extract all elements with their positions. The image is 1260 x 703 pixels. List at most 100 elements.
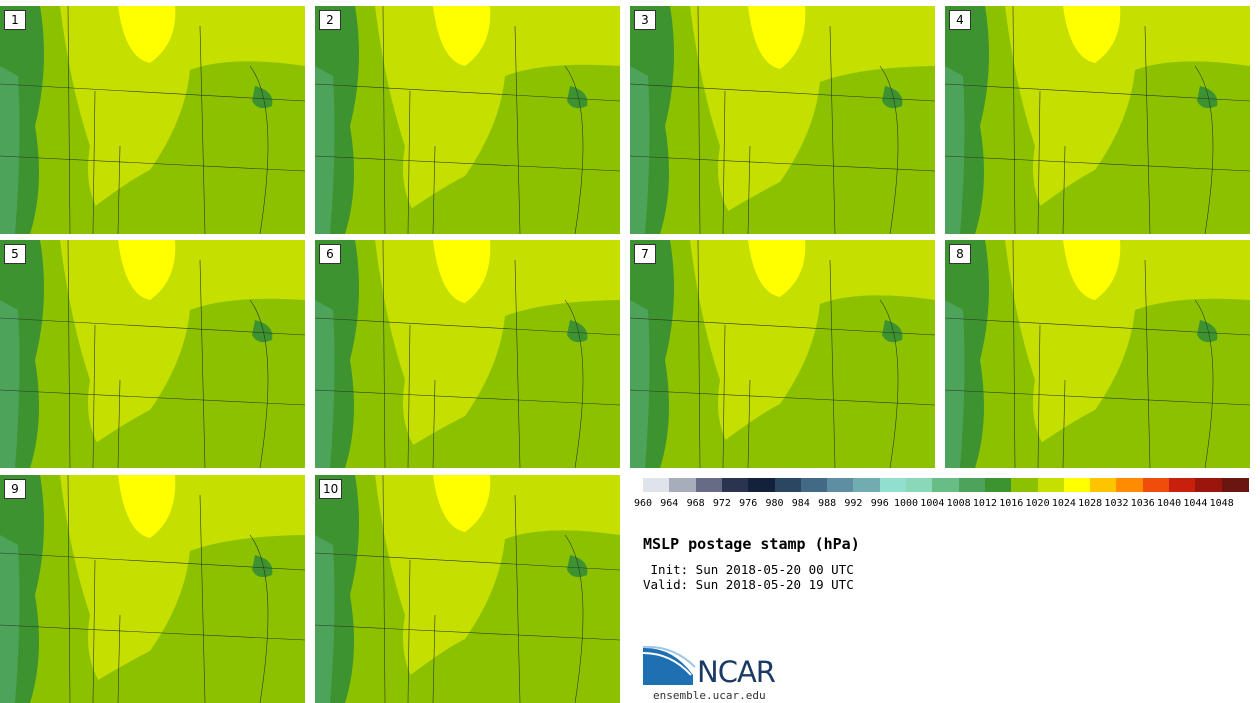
colorbar-tick-label: 980 (765, 498, 784, 509)
state-border (249, 299, 269, 468)
colorbar-segment (853, 478, 881, 492)
member-label: 2 (319, 10, 341, 30)
state-border (0, 552, 305, 571)
member-panel-7: 7 (630, 240, 935, 468)
logo-url: ensemble.ucar.edu (653, 689, 766, 702)
colorbar-tick-label: 972 (712, 498, 731, 509)
colorbar-tick-label: 1008 (946, 498, 971, 509)
colorbar-tick-label: 1000 (893, 498, 919, 509)
pressure-region (315, 66, 335, 234)
member-panel-2: 2 (315, 6, 620, 234)
colorbar-tick-label: 964 (660, 498, 679, 509)
colorbar-segment (879, 478, 907, 492)
colorbar-segment (669, 478, 697, 492)
pressure-map (315, 475, 620, 703)
state-border (407, 324, 411, 468)
state-border (92, 90, 96, 234)
logo-name: NCAR (697, 655, 776, 689)
member-label: 1 (4, 10, 26, 30)
state-border (1062, 379, 1066, 468)
state-border (564, 534, 584, 703)
pressure-map (0, 475, 305, 703)
colorbar-segment (958, 478, 986, 492)
state-border (117, 379, 121, 468)
state-border (722, 90, 726, 234)
member-panel-6: 6 (315, 240, 620, 468)
pressure-region (567, 555, 588, 578)
pressure-region (567, 86, 588, 109)
state-border (564, 65, 584, 234)
member-label: 10 (319, 479, 343, 499)
colorbar-segment (932, 478, 960, 492)
member-panel-10: 10 (315, 475, 620, 703)
pressure-region (118, 6, 176, 63)
colorbar-tick-label: 968 (686, 498, 705, 509)
pressure-map (945, 6, 1250, 234)
state-border (92, 559, 96, 703)
pressure-map (630, 240, 935, 468)
member-label: 4 (949, 10, 971, 30)
state-border (1012, 240, 1016, 468)
pressure-region (690, 66, 935, 234)
init-time: Init: Sun 2018-05-20 00 UTC (643, 562, 854, 577)
state-border (829, 25, 836, 234)
pressure-region (375, 300, 620, 468)
member-label: 6 (319, 244, 341, 264)
state-border (0, 155, 305, 172)
state-border (432, 614, 436, 703)
colorbar-segment (748, 478, 776, 492)
pressure-map (315, 240, 620, 468)
state-border (945, 83, 1250, 102)
state-border (1194, 299, 1214, 468)
colorbar-segment (1142, 478, 1170, 492)
state-border (0, 317, 305, 336)
state-border (67, 6, 71, 234)
state-border (0, 389, 305, 406)
valid-time: Valid: Sun 2018-05-20 19 UTC (643, 577, 854, 592)
pressure-region (60, 535, 305, 703)
state-border (432, 145, 436, 234)
state-border (630, 83, 935, 102)
pressure-region (375, 64, 620, 234)
colorbar-tick-label: 984 (791, 498, 810, 509)
pressure-region (433, 475, 491, 532)
pressure-region (1197, 86, 1218, 109)
state-border (315, 83, 620, 102)
state-border (315, 155, 620, 172)
colorbar-tick-label: 976 (739, 498, 758, 509)
pressure-region (0, 66, 20, 234)
member-label: 3 (634, 10, 656, 30)
state-border (315, 389, 620, 406)
state-border (67, 240, 71, 468)
colorbar-tick-label: 1040 (1157, 498, 1182, 509)
pressure-region (315, 300, 335, 468)
state-border (199, 494, 206, 703)
pressure-map (945, 240, 1250, 468)
colorbar-tick-label: 1032 (1104, 498, 1129, 509)
colorbar-tick-label: 1012 (972, 498, 997, 509)
pressure-map (315, 6, 620, 234)
state-border (1144, 25, 1151, 234)
member-panel-9: 9 (0, 475, 305, 703)
colorbar-tick-label: 992 (844, 498, 863, 509)
colorbar-tick-label: 996 (870, 498, 889, 509)
member-label: 7 (634, 244, 656, 264)
state-border (432, 379, 436, 468)
state-border (1194, 65, 1214, 234)
colorbar-segment (1116, 478, 1144, 492)
state-border (630, 317, 935, 336)
state-border (382, 240, 386, 468)
pressure-region (567, 320, 588, 343)
member-panel-8: 8 (945, 240, 1250, 468)
state-border (829, 259, 836, 468)
member-label: 8 (949, 244, 971, 264)
colorbar-segment (906, 478, 934, 492)
pressure-region (315, 535, 335, 703)
pressure-region (1005, 298, 1250, 468)
colorbar-segment (1063, 478, 1091, 492)
pressure-region (690, 295, 935, 468)
pressure-map (0, 6, 305, 234)
pressure-region (118, 240, 176, 300)
colorbar-segment (774, 478, 802, 492)
colorbar-segment (800, 478, 828, 492)
